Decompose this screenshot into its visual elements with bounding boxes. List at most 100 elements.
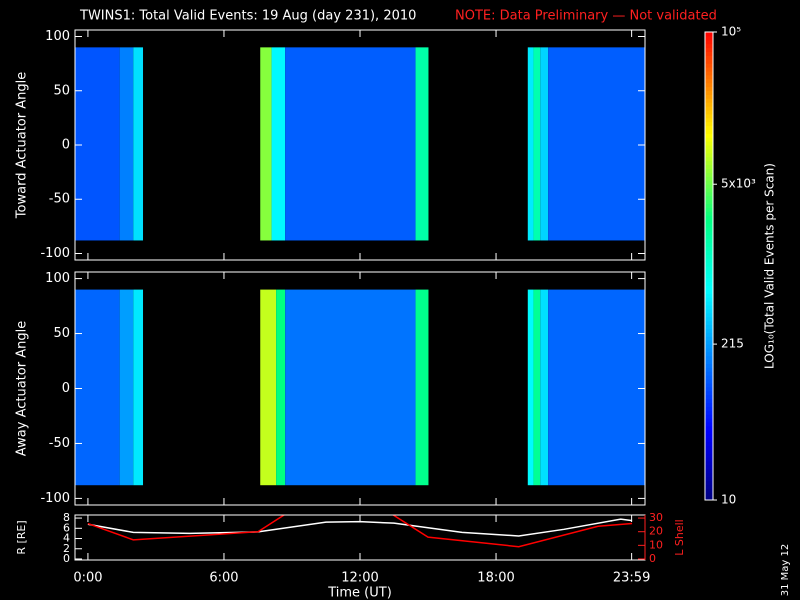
x-axis-label: Time (UT) bbox=[327, 586, 392, 600]
colorbar-step bbox=[705, 195, 713, 201]
y2-tick-label: 30 bbox=[649, 511, 663, 524]
y-tick-label: 100 bbox=[45, 271, 70, 286]
colorbar-step bbox=[705, 437, 713, 442]
y-axis-label: Away Actuator Angle bbox=[15, 321, 30, 456]
heat-cell bbox=[75, 47, 120, 241]
y-tick-label: -100 bbox=[40, 491, 70, 506]
colorbar-step bbox=[705, 402, 713, 407]
colorbar-step bbox=[705, 199, 713, 205]
colorbar-step bbox=[705, 266, 713, 271]
colorbar-tick-label: 10⁵ bbox=[721, 25, 741, 39]
colorbar-step bbox=[705, 449, 713, 454]
colorbar-step bbox=[705, 425, 713, 431]
y-tick-label: 6 bbox=[63, 521, 70, 534]
colorbar-step bbox=[705, 219, 713, 224]
colorbar-step bbox=[705, 211, 713, 216]
heat-cell bbox=[285, 47, 416, 241]
colorbar-step bbox=[705, 414, 713, 419]
colorbar-frame bbox=[704, 31, 714, 501]
y-axis-label: Toward Actuator Angle bbox=[15, 72, 30, 219]
colorbar-step bbox=[705, 344, 713, 349]
heat-cell bbox=[119, 289, 134, 486]
heat-cell bbox=[276, 289, 286, 486]
colorbar-step bbox=[705, 351, 713, 357]
colorbar-step bbox=[705, 227, 713, 232]
x-tick-label: 12:00 bbox=[341, 571, 378, 586]
colorbar-step bbox=[705, 406, 713, 411]
colorbar-step bbox=[705, 176, 713, 181]
colorbar-step bbox=[705, 141, 713, 146]
colorbar-step bbox=[705, 289, 713, 294]
colorbar-step bbox=[705, 207, 713, 212]
colorbar-label: LOG₁₀(Total Valid Events per Scan) bbox=[763, 163, 777, 369]
colorbar-step bbox=[705, 441, 713, 446]
colorbar-step bbox=[705, 121, 713, 127]
colorbar-step bbox=[705, 422, 713, 427]
colorbar-step bbox=[705, 367, 713, 372]
colorbar-step bbox=[705, 297, 713, 302]
heat-cell bbox=[133, 289, 144, 486]
colorbar-step bbox=[705, 386, 713, 392]
colorbar-tick-label: 5x10³ bbox=[721, 177, 756, 191]
colorbar-step bbox=[705, 394, 713, 400]
y-axis-label: R [RE] bbox=[15, 520, 28, 554]
colorbar-tick-label: 215 bbox=[721, 337, 744, 351]
colorbar-step bbox=[705, 39, 713, 45]
colorbar-step bbox=[705, 457, 713, 462]
colorbar-step bbox=[705, 340, 713, 345]
heat-cell bbox=[527, 47, 534, 241]
y-tick-label: -50 bbox=[49, 436, 70, 451]
heat-cell bbox=[260, 289, 277, 486]
colorbar-step bbox=[705, 47, 713, 52]
colorbar-step bbox=[705, 269, 713, 275]
colorbar-step bbox=[705, 281, 713, 286]
colorbar-step bbox=[705, 433, 713, 439]
colorbar-step bbox=[705, 203, 713, 208]
heat-cell bbox=[548, 289, 645, 486]
colorbar-tick-label: 10 bbox=[721, 493, 736, 507]
colorbar-step bbox=[705, 145, 713, 150]
colorbar-step bbox=[705, 461, 713, 466]
colorbar-step bbox=[705, 94, 713, 99]
colorbar-step bbox=[705, 63, 713, 68]
colorbar-step bbox=[705, 137, 713, 142]
colorbar-step bbox=[705, 375, 713, 380]
colorbar-step bbox=[705, 480, 713, 485]
colorbar-step bbox=[705, 418, 713, 423]
colorbar-step bbox=[705, 71, 713, 76]
colorbar-step bbox=[705, 129, 713, 134]
colorbar-step bbox=[705, 110, 713, 115]
colorbar-step bbox=[705, 476, 713, 481]
colorbar-step bbox=[705, 51, 713, 56]
colorbar-step bbox=[705, 308, 713, 314]
colorbar-step bbox=[705, 35, 713, 41]
colorbar-step bbox=[705, 312, 713, 318]
heat-cell bbox=[548, 47, 645, 241]
colorbar-step bbox=[705, 164, 713, 169]
colorbar-step bbox=[705, 230, 713, 236]
colorbar-step bbox=[705, 246, 713, 251]
heat-cell bbox=[527, 289, 534, 486]
colorbar-step bbox=[705, 390, 713, 396]
colorbar-step bbox=[705, 464, 713, 470]
x-tick-label: 18:00 bbox=[477, 571, 514, 586]
colorbar-step bbox=[705, 250, 713, 255]
heat-cell bbox=[533, 47, 541, 241]
colorbar-step bbox=[705, 32, 713, 37]
heat-cell bbox=[119, 47, 134, 241]
y-tick-label: 4 bbox=[63, 532, 70, 545]
y2-axis-label: L Shell bbox=[673, 519, 686, 555]
colorbar-step bbox=[705, 496, 713, 501]
heat-cell bbox=[271, 47, 286, 241]
colorbar-step bbox=[705, 492, 713, 497]
heat-cell bbox=[415, 289, 429, 486]
colorbar-step bbox=[705, 293, 713, 298]
colorbar-step bbox=[705, 215, 713, 220]
colorbar-step bbox=[705, 301, 713, 306]
heat-cell bbox=[285, 289, 416, 486]
colorbar-step bbox=[705, 149, 713, 154]
colorbar-step bbox=[705, 172, 713, 177]
colorbar-step bbox=[705, 359, 713, 364]
heat-cell bbox=[260, 47, 272, 241]
colorbar-step bbox=[705, 180, 713, 185]
